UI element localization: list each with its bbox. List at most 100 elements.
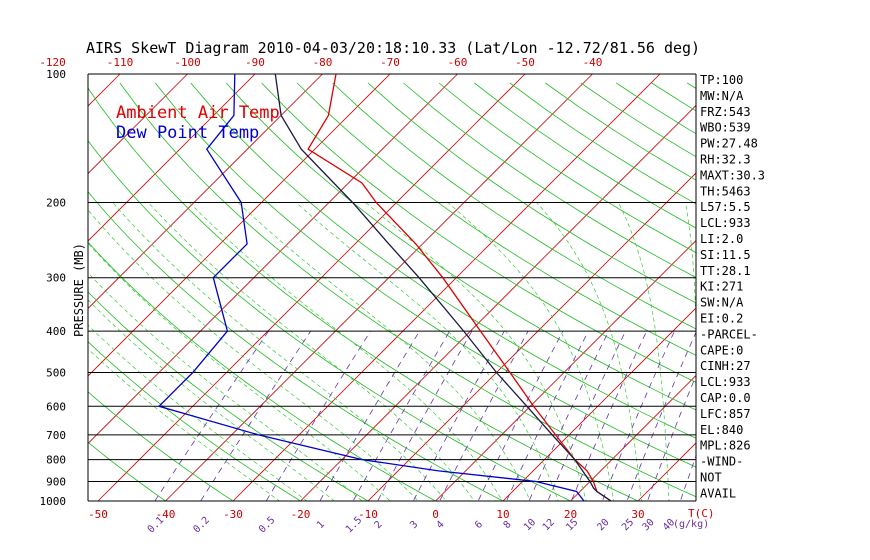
bottom-temp-tick-label: -30 <box>223 508 243 521</box>
top-temp-tick-label: -120 <box>39 56 66 69</box>
stat-entry: EL:840 <box>700 423 743 437</box>
dry-adiabat-line <box>332 82 696 330</box>
stat-entry: SW:N/A <box>700 296 744 310</box>
isotherm-line <box>300 104 696 501</box>
stats-panel: TP:100 MW:N/A FRZ:543 WBO:539 PW:27.48 RH:32.… <box>700 73 765 500</box>
top-temp-tick-label: -40 <box>583 56 603 69</box>
stat-entry: CAP:0.0 <box>700 391 751 405</box>
mixing-ratio-unit-label: (g/kg) <box>673 519 709 530</box>
dry-adiabat-line <box>261 82 696 383</box>
bottom-temp-tick-label: -50 <box>88 508 108 521</box>
mixing-ratio-label: 8 <box>502 519 514 531</box>
stat-entry: LCL:933 <box>700 216 751 230</box>
pressure-tick-label: 400 <box>46 325 66 338</box>
dry-adiabat-line <box>88 441 167 501</box>
stat-entry: NOT <box>700 471 722 485</box>
isotherm-line <box>570 374 696 501</box>
y-axis-label: PRESSURE (MB) <box>72 243 86 337</box>
dry-adiabat-line <box>119 82 696 498</box>
top-temp-tick-label: -90 <box>245 56 265 69</box>
mixing-ratio-label: 12 <box>541 517 557 533</box>
moist-adiabat-line <box>295 202 559 501</box>
mixing-ratio-line <box>547 330 626 501</box>
mixing-ratio-line <box>439 330 529 501</box>
series-line-dew-point-temp <box>157 74 585 501</box>
mixing-ratio-line <box>626 331 696 501</box>
profile-series <box>157 74 612 501</box>
isotherm-line <box>502 307 696 501</box>
moist-adiabat-line <box>365 202 587 501</box>
bottom-temp-tick-label: -20 <box>291 508 311 521</box>
stat-entry: TH:5463 <box>700 184 751 198</box>
stat-entry: MPL:826 <box>700 439 751 453</box>
stat-entry: MAXT:30.3 <box>700 168 765 182</box>
isotherm-line <box>435 239 696 501</box>
isotherm-line <box>88 74 188 175</box>
isotherm-line <box>0 74 53 501</box>
bottom-temp-tick-label: 10 <box>496 508 509 521</box>
mixing-ratio-label: 1 <box>315 519 327 531</box>
stat-entry: TT:28.1 <box>700 264 751 278</box>
stat-entry: CINH:27 <box>700 359 751 373</box>
stat-entry: FRZ:543 <box>700 105 751 119</box>
stat-entry: EI:0.2 <box>700 312 743 326</box>
mixing-ratio-line <box>200 330 312 501</box>
moist-adiabat-line <box>237 202 531 501</box>
isotherm-line <box>773 74 870 501</box>
isotherm-line <box>88 74 323 310</box>
pressure-tick-label: 900 <box>46 476 66 489</box>
pressure-axis: 100 200 300 400 500 600 700 800 900 1000 <box>40 68 67 508</box>
dry-adiabat-line <box>88 191 504 501</box>
mixing-ratio-line <box>319 330 420 501</box>
top-temp-tick-label: -80 <box>313 56 333 69</box>
isotherm-line <box>88 74 256 242</box>
dry-adiabat-line <box>155 82 696 468</box>
mixing-ratio-label: 20 <box>595 517 611 533</box>
mixing-ratio-line <box>154 330 269 501</box>
stat-entry: WBO:539 <box>700 121 751 135</box>
isotherm-line <box>232 74 661 501</box>
pressure-tick-label: 800 <box>46 454 66 467</box>
dry-adiabat-line <box>88 87 640 501</box>
top-temp-tick-label: -110 <box>107 56 134 69</box>
isotherm-line <box>165 74 593 501</box>
stat-entry: L57:5.5 <box>700 200 751 214</box>
mixing-ratio-label: 6 <box>473 519 485 531</box>
mixing-ratio-label: 0.5 <box>257 515 278 536</box>
background-lines <box>0 74 870 501</box>
moist-adiabat-line <box>685 202 696 342</box>
dry-adiabat-line <box>296 82 696 356</box>
mixing-ratio-line <box>506 330 589 501</box>
chart-title: AIRS SkewT Diagram 2010-04-03/20:18:10.3… <box>86 39 700 57</box>
stat-entry: TP:100 <box>700 73 743 87</box>
mixing-ratio-line <box>601 330 675 501</box>
stat-entry: LCL:933 <box>700 375 751 389</box>
mixing-ratio-label: 10 <box>522 517 538 533</box>
dry-adiabat-line <box>403 82 696 278</box>
mixing-ratio-line <box>528 330 610 501</box>
mixing-ratio-label: 3 <box>408 519 420 531</box>
dry-adiabat-line <box>226 82 696 411</box>
moist-adiabat-line <box>88 324 308 501</box>
top-temp-tick-label: -50 <box>515 56 535 69</box>
bottom-axis-unit-label: T(C) <box>688 507 715 520</box>
pressure-tick-label: 700 <box>46 429 66 442</box>
bottom-temp-tick-label: 20 <box>564 508 577 521</box>
moist-adiabat-line <box>148 202 475 501</box>
isotherm-line <box>841 74 870 501</box>
isotherm-line <box>88 74 458 445</box>
moist-adiabat-line <box>88 209 419 501</box>
stat-entry: LFC:857 <box>700 407 751 421</box>
mixing-ratio-label: 2 <box>373 519 385 531</box>
bottom-temperature-axis: -50 -40 -30 -20 -10 0 10 20 30 T(C) <box>88 507 714 521</box>
dry-adiabat-line <box>88 139 572 501</box>
pressure-tick-label: 500 <box>46 367 66 380</box>
stat-entry: CAPE:0 <box>700 343 743 357</box>
isotherm-line <box>97 74 526 501</box>
legend-ambient: Ambient Air Temp <box>116 103 280 123</box>
isotherm-line <box>88 74 391 377</box>
top-temp-tick-label: -70 <box>380 56 400 69</box>
pressure-tick-label: 300 <box>46 272 66 285</box>
moist-adiabat-line <box>536 202 642 501</box>
